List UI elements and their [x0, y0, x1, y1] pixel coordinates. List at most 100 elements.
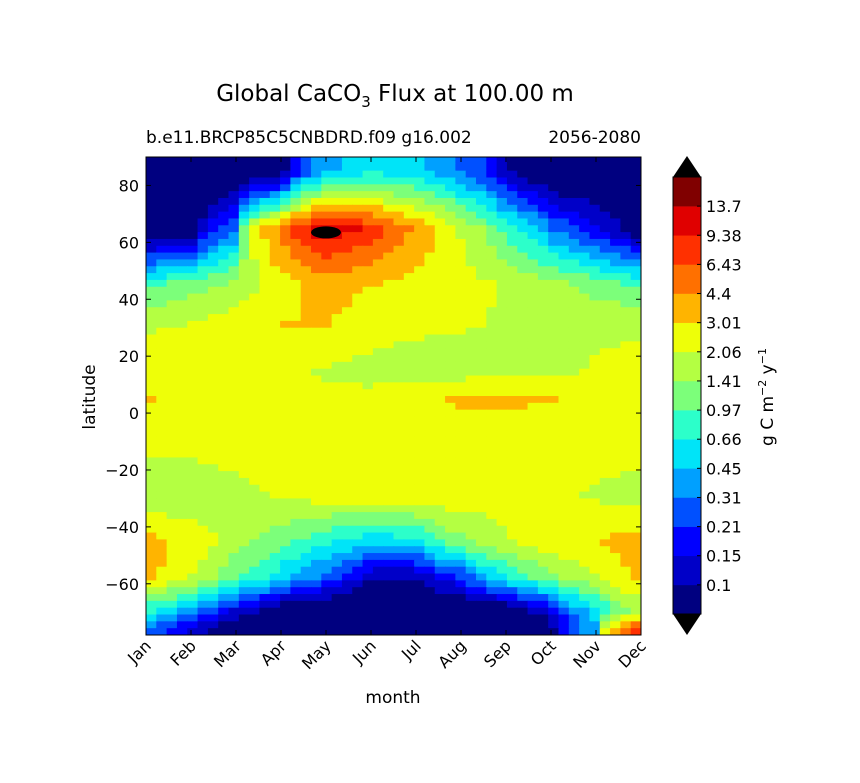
contour-cell [568, 580, 580, 588]
contour-cell [259, 157, 271, 165]
contour-cell [403, 245, 415, 254]
contour-cell [290, 477, 302, 486]
contour-cell [517, 218, 529, 226]
contour-cell [146, 628, 157, 635]
contour-cell [176, 157, 188, 165]
contour-cell [187, 355, 199, 363]
contour-cell [558, 368, 570, 377]
contour-cell [548, 423, 560, 431]
contour-cell [341, 293, 353, 301]
contour-cell [311, 218, 322, 226]
contour-cell [414, 300, 426, 308]
contour-cell [620, 436, 632, 445]
contour-cell [403, 416, 415, 424]
colorbar-tick-label: 0.97 [706, 401, 742, 420]
contour-cell [146, 607, 157, 616]
contour-cell [506, 191, 518, 199]
colorbar-tick-label: 0.15 [706, 547, 742, 566]
contour-cell [290, 600, 302, 609]
contour-cell [568, 389, 580, 397]
contour-cell [352, 594, 364, 602]
contour-cell [176, 587, 188, 595]
contour-cell [228, 327, 240, 336]
contour-cell [372, 607, 384, 616]
contour-cell [321, 539, 333, 547]
contour-cell [352, 457, 364, 465]
contour-cell [630, 396, 641, 404]
contour-cell [218, 293, 230, 301]
contour-cell [362, 512, 374, 520]
contour-cell [341, 368, 353, 377]
contour-cell [537, 402, 549, 411]
contour-cell [620, 327, 632, 336]
contour-cell [146, 225, 157, 233]
contour-cell [424, 204, 436, 213]
contour-cell [527, 170, 539, 179]
contour-cell [610, 443, 621, 452]
contour-cell [445, 614, 456, 622]
contour-cell [228, 450, 240, 459]
contour-cell [146, 389, 157, 397]
contour-cell [599, 477, 611, 486]
contour-cell [197, 539, 209, 547]
contour-cell [476, 416, 487, 424]
contour-cell [506, 573, 518, 581]
contour-cell [568, 566, 580, 575]
contour-cell [476, 225, 487, 233]
contour-cell [187, 382, 199, 390]
contour-cell [537, 587, 549, 595]
contour-cell [548, 389, 560, 397]
contour-cell [362, 368, 374, 377]
contour-cell [341, 532, 353, 540]
contour-cell [187, 279, 199, 288]
contour-cell [238, 245, 250, 254]
contour-cell [352, 443, 364, 452]
contour-cell [527, 573, 539, 581]
contour-cell [486, 279, 498, 288]
contour-cell [568, 621, 580, 629]
contour-cell [568, 573, 580, 581]
contour-cell [486, 484, 498, 493]
contour-cell [166, 389, 178, 397]
contour-cell [455, 600, 467, 609]
contour-cell [156, 293, 168, 301]
contour-cell [455, 279, 467, 288]
contour-cell [465, 348, 477, 356]
contour-cell [372, 327, 384, 336]
contour-cell [434, 402, 446, 411]
contour-cell [146, 245, 157, 254]
contour-cell [579, 327, 591, 336]
contour-cell [434, 484, 446, 493]
contour-cell [187, 218, 199, 226]
contour-cell [589, 245, 601, 254]
contour-cell [610, 286, 621, 295]
contour-cell [176, 293, 188, 301]
x-tick-label: Jul [397, 636, 425, 664]
contour-cell [424, 450, 436, 459]
contour-cell [207, 614, 219, 622]
contour-cell [156, 191, 168, 199]
contour-cell [146, 477, 157, 486]
contour-cell [156, 225, 168, 233]
x-tick-label: Apr [257, 636, 290, 669]
contour-cell [259, 238, 271, 247]
contour-cell [311, 170, 322, 179]
contour-cell [259, 286, 271, 295]
contour-cell [372, 566, 384, 575]
contour-cell [228, 334, 240, 342]
contour-cell [166, 396, 178, 404]
contour-cell [321, 286, 333, 295]
contour-cell [311, 259, 322, 267]
contour-cell [610, 402, 621, 411]
contour-cell [280, 525, 291, 534]
contour-cell [207, 300, 219, 308]
contour-cell [362, 402, 374, 411]
contour-cell [269, 580, 281, 588]
contour-cell [321, 157, 333, 165]
contour-cell [424, 163, 436, 172]
contour-cell [383, 259, 395, 267]
contour-cell [393, 341, 405, 349]
contour-cell [207, 375, 219, 383]
contour-cell [321, 607, 333, 616]
contour-cell [486, 546, 498, 554]
